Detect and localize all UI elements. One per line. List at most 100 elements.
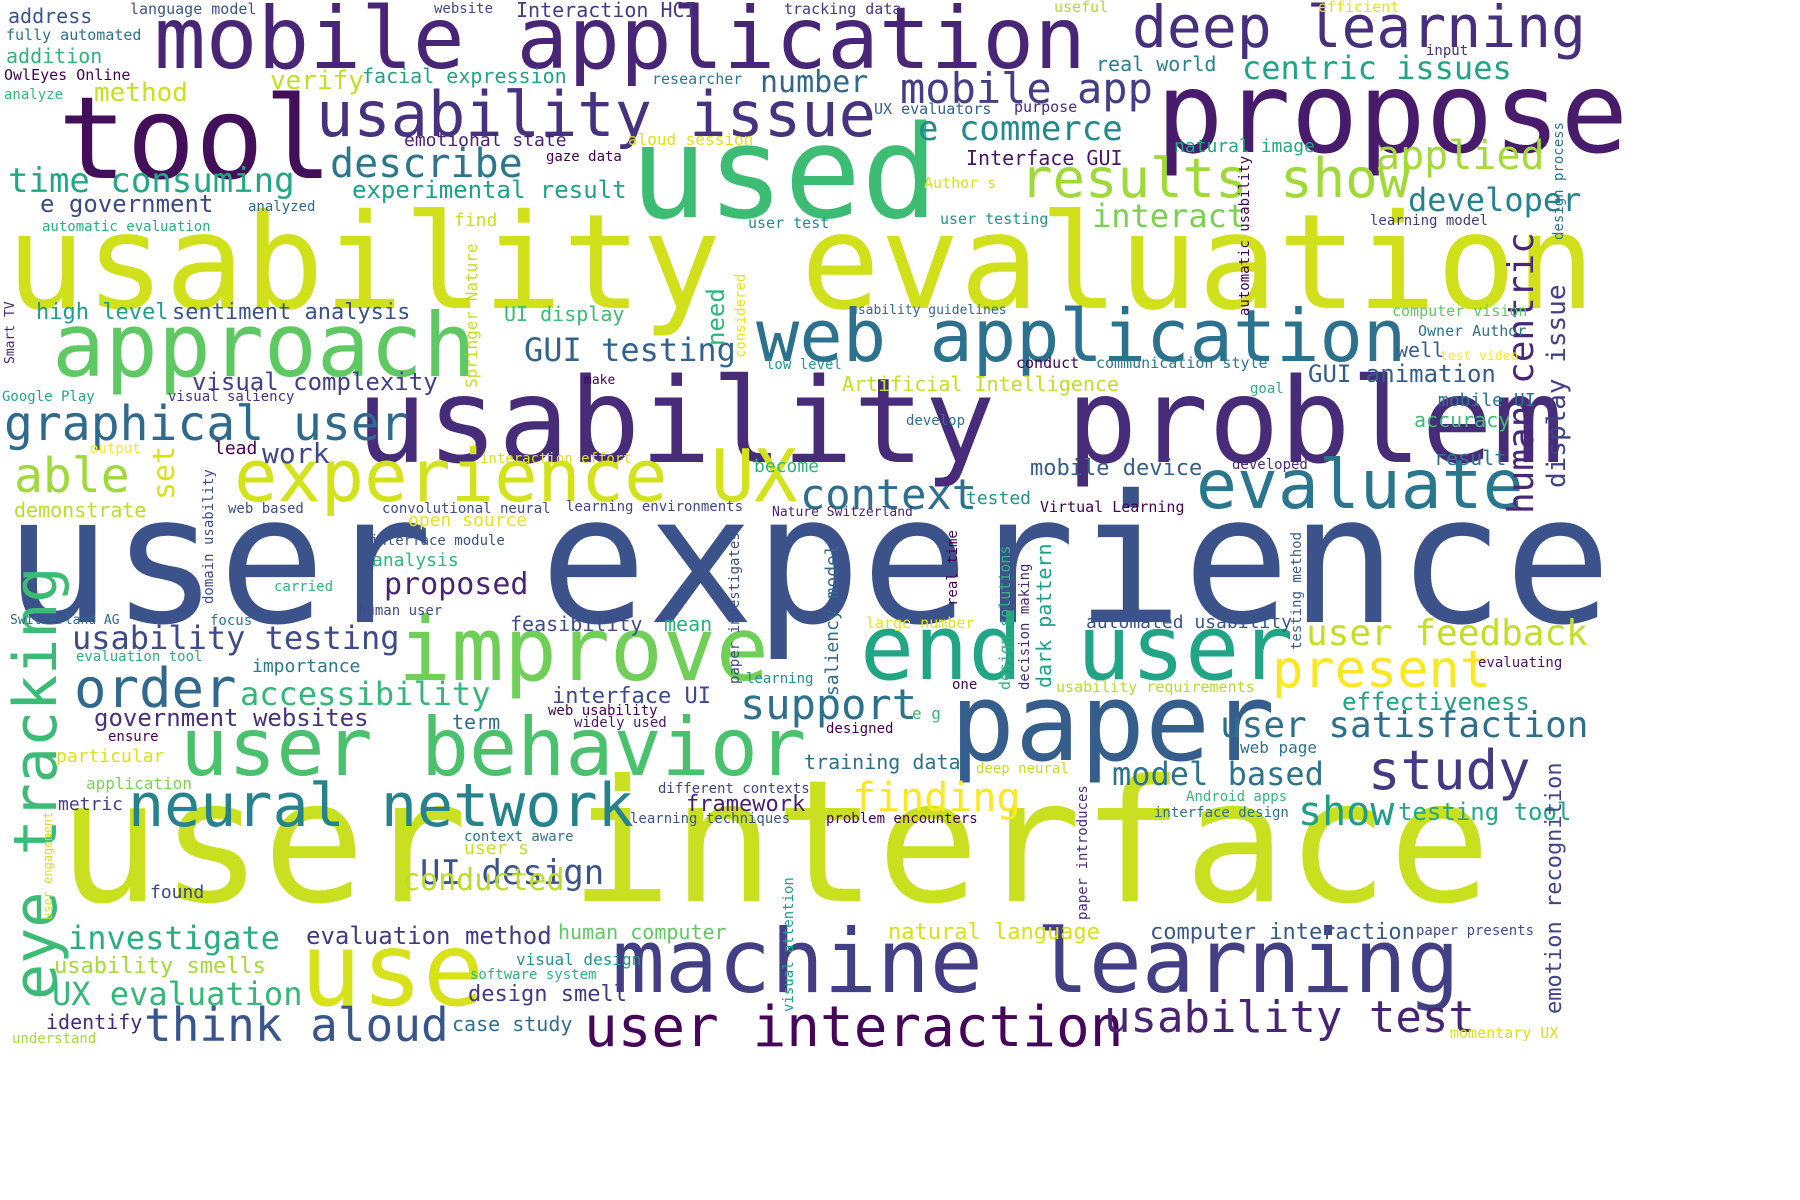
word: learning (746, 671, 814, 687)
word: time consuming (8, 161, 295, 201)
word: interface UI (552, 684, 711, 709)
word: results show (1020, 147, 1411, 210)
word: lead (214, 438, 258, 459)
word: testing tool (1398, 798, 1572, 826)
word: evaluation tool (76, 649, 203, 665)
word: user experience (4, 457, 1612, 664)
word: think aloud (144, 998, 449, 1052)
word: need (702, 288, 730, 346)
word: paper presents (1416, 923, 1535, 939)
word: real time (945, 530, 961, 606)
word: find (454, 210, 498, 231)
word: investigate (68, 919, 280, 957)
word: study (1368, 739, 1531, 802)
word: analyzed (248, 199, 316, 215)
word: develop (906, 413, 966, 429)
word: design smell (468, 982, 627, 1007)
word: Springer Nature (462, 243, 481, 389)
word: effectiveness (1342, 688, 1530, 716)
word: emotional state (404, 130, 567, 151)
word: evaluate (1196, 446, 1524, 525)
word: dark pattern (1032, 543, 1056, 689)
word: carried (274, 579, 334, 595)
word: designed (826, 721, 894, 737)
word: human computer (558, 920, 727, 944)
word: number (760, 65, 869, 100)
word: computer vision (1392, 302, 1528, 320)
word: order (74, 657, 237, 720)
word: web page (1240, 738, 1318, 757)
word: found (150, 882, 205, 903)
word: user interaction (584, 995, 1124, 1060)
word: mobile app (900, 64, 1153, 113)
word: identify (46, 1010, 143, 1034)
word: usability evaluation (6, 186, 1596, 340)
word: facial expression (362, 64, 567, 88)
word: output (90, 441, 141, 457)
word: conducted (402, 863, 565, 898)
word: test video (1440, 349, 1519, 364)
word: usability testing (72, 619, 400, 657)
word: Author s (924, 174, 997, 192)
word: interface design (1154, 805, 1289, 821)
word: website (434, 1, 494, 17)
word: understand (12, 1031, 97, 1047)
word: user feedback (1306, 613, 1588, 654)
word: work (262, 437, 330, 470)
word: natural language (888, 920, 1100, 945)
word: web based (228, 501, 304, 517)
word: usability problem (356, 352, 1564, 490)
word: automatic usability (1237, 155, 1253, 316)
word: evaluating (1478, 655, 1563, 671)
word: able (14, 448, 130, 504)
word: well (1396, 338, 1445, 362)
word: centric issues (1242, 49, 1512, 87)
word: user testing (940, 210, 1049, 228)
word: eye tracking (1, 566, 71, 1000)
word: Interaction HCI (516, 0, 697, 22)
word: deep learning (1132, 0, 1586, 61)
word: e government (40, 190, 214, 218)
word: describe (330, 141, 523, 187)
word: evaluation method (306, 922, 552, 950)
word: finding (852, 775, 1021, 821)
word: conduct (1016, 354, 1080, 372)
word: decision making (1017, 563, 1033, 690)
word: efficient (1318, 0, 1400, 16)
word: learning techniques (630, 811, 791, 827)
word: tool (58, 72, 333, 205)
word: set (147, 445, 182, 500)
word: saliency model (822, 544, 843, 696)
word: paper (950, 661, 1276, 786)
word: design process (1551, 121, 1567, 240)
word: real world (1096, 52, 1217, 76)
word: government websites (94, 704, 369, 732)
word: approach (52, 294, 476, 397)
word: gaze data (546, 149, 622, 165)
word: different contexts (658, 781, 810, 797)
word: Virtual Learning (1040, 498, 1185, 516)
word: fully automated (6, 26, 142, 44)
word: developer (1408, 181, 1582, 219)
word: human centric (1501, 232, 1542, 514)
word: metric (58, 794, 124, 815)
word: user interface (58, 744, 1491, 942)
word: OwlEyes Online (4, 66, 131, 84)
word: context (800, 470, 978, 519)
word: domain usability (201, 469, 217, 604)
word: deep neural (976, 761, 1069, 777)
word: learning model (1370, 213, 1489, 229)
word: user behavior (180, 701, 807, 794)
word: one (952, 677, 978, 693)
word: automated usability (1086, 612, 1292, 633)
word: display issue (1542, 284, 1572, 489)
word: user test (748, 214, 830, 232)
word: user engagement (41, 811, 55, 920)
word: e commerce (918, 109, 1123, 149)
word: method (94, 78, 188, 108)
word: paper investigates (727, 532, 743, 684)
word: proposed (384, 567, 529, 602)
word: UI display (504, 302, 625, 326)
word: communication style (1096, 354, 1268, 372)
